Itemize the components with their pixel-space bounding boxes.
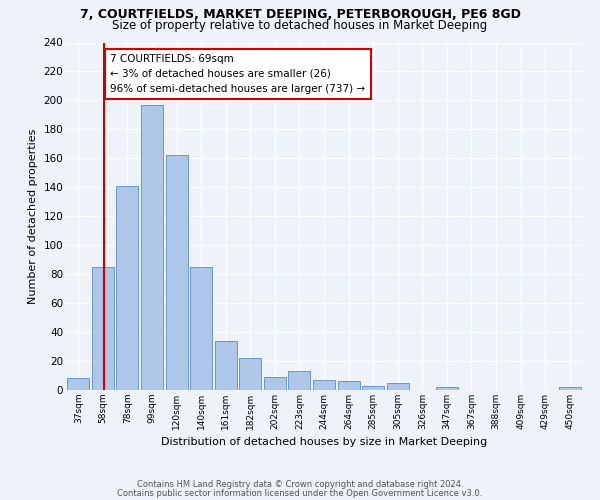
Bar	[264, 377, 286, 390]
Bar	[166, 156, 188, 390]
Bar	[239, 358, 262, 390]
Text: Size of property relative to detached houses in Market Deeping: Size of property relative to detached ho…	[112, 18, 488, 32]
Bar	[92, 267, 114, 390]
Bar	[215, 341, 237, 390]
Text: 7, COURTFIELDS, MARKET DEEPING, PETERBOROUGH, PE6 8GD: 7, COURTFIELDS, MARKET DEEPING, PETERBOR…	[80, 8, 520, 20]
Bar	[116, 186, 139, 390]
Bar	[386, 383, 409, 390]
Bar	[313, 380, 335, 390]
Text: 7 COURTFIELDS: 69sqm
← 3% of detached houses are smaller (26)
96% of semi-detach: 7 COURTFIELDS: 69sqm ← 3% of detached ho…	[110, 54, 365, 94]
Bar	[141, 105, 163, 390]
Bar	[436, 387, 458, 390]
X-axis label: Distribution of detached houses by size in Market Deeping: Distribution of detached houses by size …	[161, 438, 487, 448]
Bar	[289, 371, 310, 390]
Text: Contains public sector information licensed under the Open Government Licence v3: Contains public sector information licen…	[118, 488, 482, 498]
Y-axis label: Number of detached properties: Number of detached properties	[28, 128, 38, 304]
Bar	[338, 382, 359, 390]
Text: Contains HM Land Registry data © Crown copyright and database right 2024.: Contains HM Land Registry data © Crown c…	[137, 480, 463, 489]
Bar	[67, 378, 89, 390]
Bar	[362, 386, 384, 390]
Bar	[190, 267, 212, 390]
Bar	[559, 387, 581, 390]
